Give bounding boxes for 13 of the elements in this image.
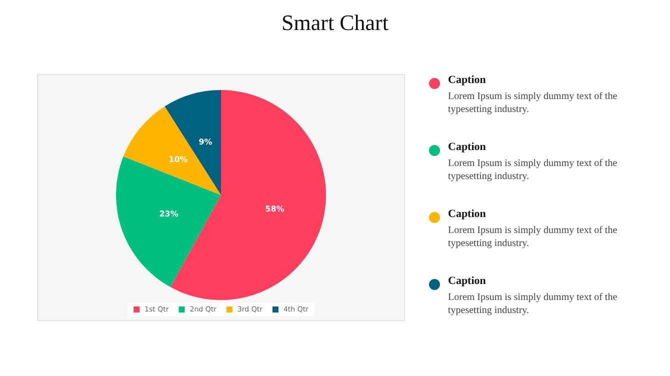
data-label: 58%: [265, 204, 284, 214]
data-label: 9%: [198, 137, 212, 146]
text: Caption: [448, 74, 486, 86]
text: Lorem Ipsum is simply dummy text of the typesetting industry.: [448, 291, 618, 317]
data-label: 23%: [159, 209, 178, 218]
text: Caption: [448, 141, 486, 153]
text: Lorem Ipsum is simply dummy text of the typesetting industry.: [448, 224, 618, 250]
chart-title: Smart Chart: [280, 10, 390, 36]
text: Caption: [448, 208, 486, 220]
text: Lorem Ipsum is simply dummy text of the typesetting industry.: [448, 90, 618, 116]
text: Caption: [448, 275, 486, 287]
data-label: 10%: [168, 155, 188, 164]
text: Lorem Ipsum is simply dummy text of the typesetting industry.: [448, 157, 618, 183]
